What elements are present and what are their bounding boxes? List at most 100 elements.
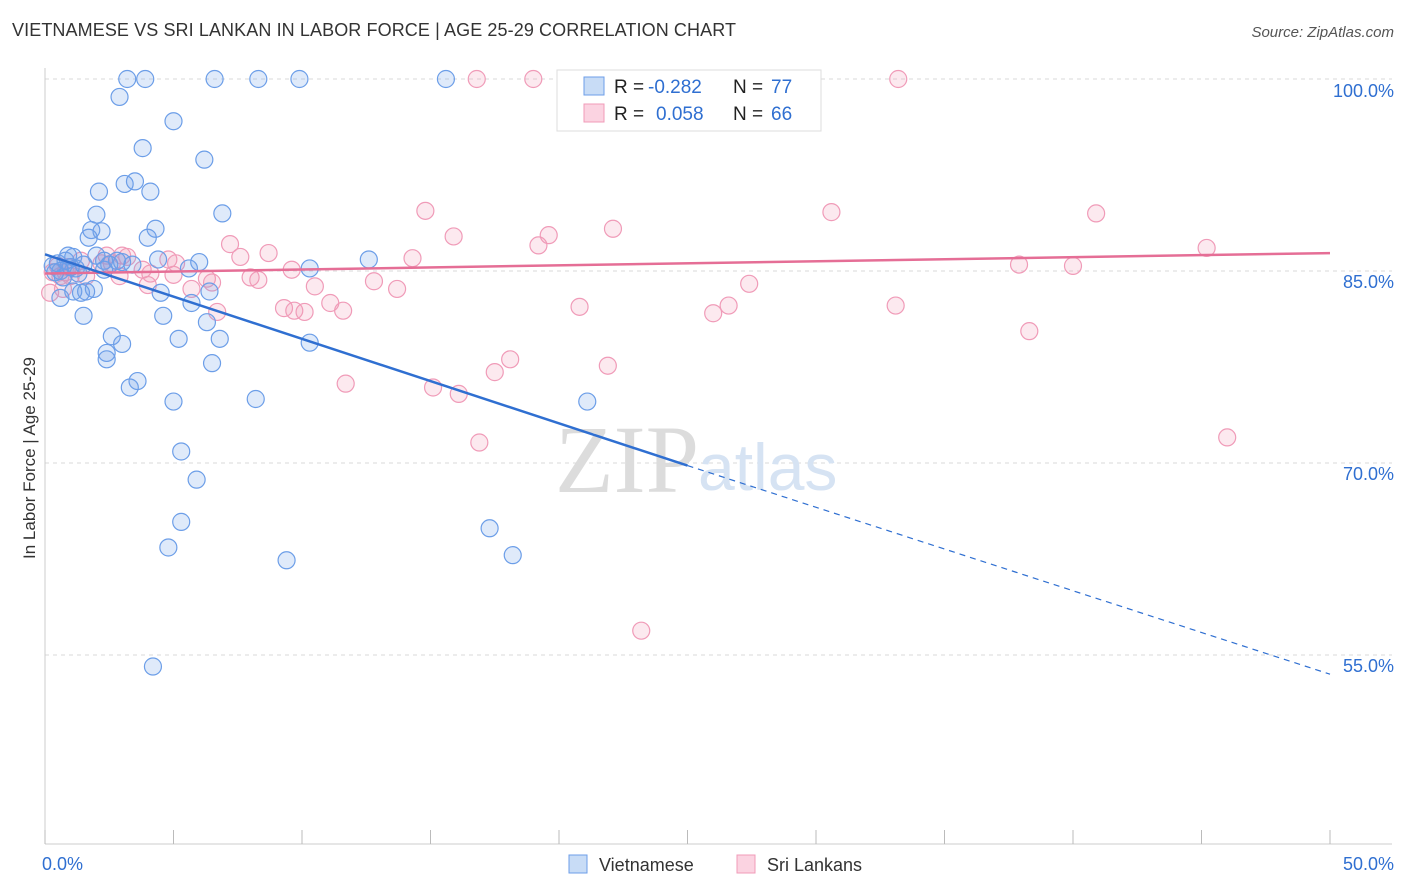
sri-lankans-point <box>182 279 201 299</box>
vietnamese-point <box>154 306 173 325</box>
sri-lankans-point <box>387 279 407 299</box>
sri-lankans-point <box>305 277 324 296</box>
x-tick-label: 0.0% <box>42 854 83 874</box>
sri-lankans-point <box>231 247 250 267</box>
vietnamese-point <box>210 329 229 348</box>
vietnamese-point <box>480 519 499 538</box>
sri-lankans-point <box>220 235 240 254</box>
stats-r-value-sri-lankans: 0.058 <box>656 104 704 125</box>
series-vietnamese <box>43 69 597 676</box>
watermark-zip: ZIP <box>555 406 699 513</box>
sri-lankans-point <box>632 621 651 640</box>
vietnamese-point <box>179 259 199 278</box>
legend-label-sri-lankans: Sri Lankans <box>767 855 862 875</box>
axes <box>44 68 1392 845</box>
stats-swatch-vietnamese <box>583 76 605 96</box>
vietnamese-trend-line <box>44 253 688 467</box>
y-tick-label: 55.0% <box>1343 656 1394 676</box>
vietnamese-point <box>118 69 137 89</box>
vietnamese-point <box>136 69 155 89</box>
vietnamese-point <box>200 282 219 301</box>
vietnamese-point <box>141 182 160 201</box>
trend-lines <box>44 251 1331 675</box>
stats-box: R = -0.282 N = 77 R = 0.058 N = 66 <box>556 69 822 132</box>
vietnamese-point <box>110 87 129 107</box>
sri-lankans-point <box>364 272 384 291</box>
stats-n-value-sri-lankans: 66 <box>771 104 792 125</box>
sri-lankans-point <box>444 227 463 246</box>
sri-lankans-point <box>249 270 268 290</box>
vietnamese-point <box>102 327 121 346</box>
vietnamese-point <box>172 442 191 461</box>
series-sri-lankans <box>41 69 1237 640</box>
bottom-legend: Vietnamese Sri Lankans <box>568 854 862 875</box>
vietnamese-point <box>249 69 268 89</box>
vietnamese-point <box>74 306 93 325</box>
vietnamese-point <box>213 204 232 223</box>
gridlines <box>45 78 1392 656</box>
y-tick-label: 100.0% <box>1333 81 1394 101</box>
legend-swatch-sri-lankans <box>736 854 756 874</box>
vietnamese-point <box>169 329 188 348</box>
vietnamese-point <box>190 252 209 272</box>
vietnamese-point <box>205 69 224 89</box>
sri-lankans-trend-line <box>44 251 1331 275</box>
vietnamese-point <box>123 255 142 274</box>
vietnamese-point <box>97 343 116 363</box>
vietnamese-point <box>578 392 597 411</box>
vietnamese-point <box>112 334 132 354</box>
sri-lankans-point <box>719 296 738 315</box>
stats-n-label-sri-lankans: N = <box>733 104 763 125</box>
vietnamese-point <box>195 150 214 169</box>
vietnamese-point <box>290 69 309 89</box>
sri-lankans-point <box>336 374 355 393</box>
vietnamese-point <box>359 250 378 269</box>
sri-lankans-point <box>704 304 723 323</box>
vietnamese-point <box>89 182 109 201</box>
sri-lankans-point <box>822 203 841 222</box>
vietnamese-point <box>164 112 183 131</box>
sri-lankans-point <box>470 433 489 452</box>
x-tick-label: 50.0% <box>1343 854 1394 874</box>
sri-lankans-point <box>603 219 623 238</box>
sri-lankans-point <box>403 249 422 268</box>
vietnamese-point <box>97 350 116 369</box>
stats-n-value-vietnamese: 77 <box>771 77 792 98</box>
vietnamese-point <box>92 222 111 241</box>
sri-lankans-point <box>141 264 160 283</box>
sri-lankans-point <box>889 69 908 89</box>
sri-lankans-point <box>1197 238 1216 258</box>
stats-r-label-vietnamese: R = <box>614 77 644 98</box>
sri-lankans-point <box>1009 255 1029 274</box>
sri-lankans-point <box>334 301 353 320</box>
sri-lankans-point <box>1087 204 1106 223</box>
vietnamese-point <box>172 512 191 531</box>
vietnamese-point <box>143 657 163 676</box>
vietnamese-point <box>159 538 178 557</box>
sri-lankans-point <box>1063 256 1083 275</box>
x-tick-labels: 0.0% 50.0% <box>42 854 1394 874</box>
chart-title: VIETNAMESE VS SRI LANKAN IN LABOR FORCE … <box>12 20 737 40</box>
vietnamese-point <box>87 205 106 224</box>
sri-lankans-point <box>501 350 520 369</box>
vietnamese-point <box>125 172 145 191</box>
sri-lankans-point <box>485 363 504 382</box>
y-tick-label: 85.0% <box>1343 272 1394 292</box>
vietnamese-point <box>133 139 152 158</box>
sri-lankans-point <box>539 226 558 245</box>
vietnamese-point <box>84 279 103 299</box>
vietnamese-point <box>503 546 522 565</box>
chart-source: Source: ZipAtlas.com <box>1251 24 1394 41</box>
legend-label-vietnamese: Vietnamese <box>599 855 694 875</box>
vietnamese-point <box>436 69 456 89</box>
stats-r-value-vietnamese: -0.282 <box>648 77 702 98</box>
sri-lankans-point <box>259 243 278 263</box>
vietnamese-point <box>277 551 296 570</box>
sri-lankans-point <box>1020 322 1039 341</box>
sri-lankans-point <box>524 69 543 89</box>
y-tick-labels: 100.0% 85.0% 70.0% 55.0% <box>1333 81 1394 676</box>
sri-lankans-point <box>598 356 617 375</box>
sri-lankans-point <box>886 296 905 315</box>
sri-lankans-point <box>1218 428 1237 447</box>
